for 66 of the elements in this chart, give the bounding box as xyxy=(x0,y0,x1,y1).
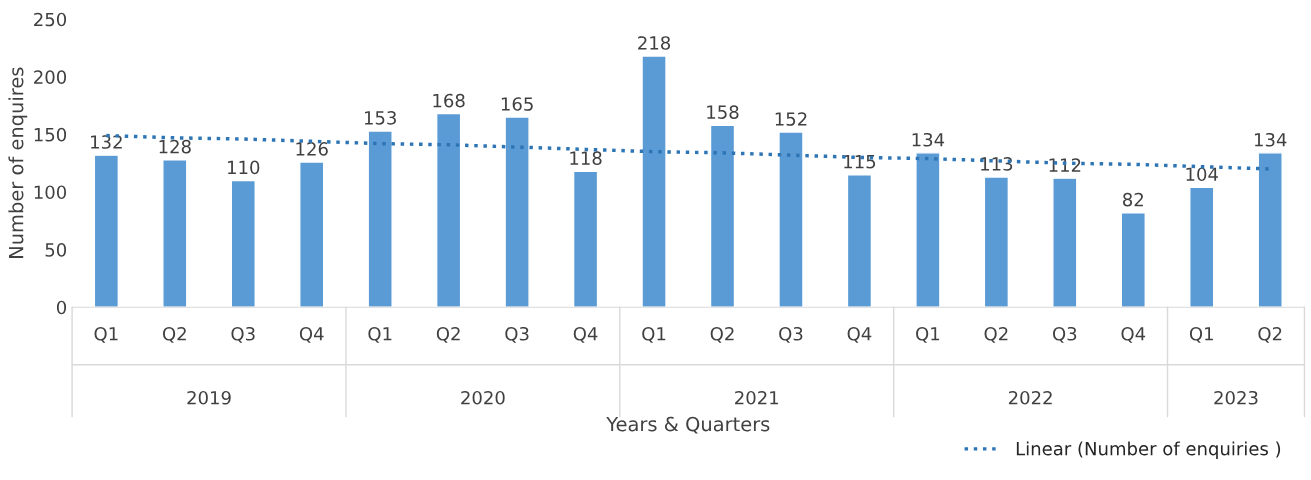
data-label: 115 xyxy=(844,155,876,169)
data-label: 218 xyxy=(638,36,671,50)
bar xyxy=(93,154,120,308)
data-label: 113 xyxy=(981,157,1013,171)
data-label: 104 xyxy=(1186,167,1218,182)
text: 2022 xyxy=(1008,390,1052,405)
data-label: 110 xyxy=(228,160,260,175)
x-tick-label: Q4 xyxy=(1121,326,1146,343)
bar xyxy=(1052,177,1078,308)
data-label: 153 xyxy=(364,111,396,125)
legend-label: Linear (Number of enquiries ) xyxy=(1016,441,1281,459)
x-tick-label: Q1 xyxy=(916,326,940,343)
x-tick-label: Q3 xyxy=(231,326,255,343)
x-tick-label: Q1 xyxy=(1189,326,1213,343)
x-tick-label: Q4 xyxy=(573,326,598,343)
x-tick-label: Q3 xyxy=(505,326,529,343)
text: 2021 xyxy=(735,390,779,405)
y-tick-label: 200 xyxy=(34,70,67,84)
bar xyxy=(709,124,736,308)
x-tick-label: Q1 xyxy=(642,326,666,343)
x-tick-label: Q3 xyxy=(1052,326,1077,343)
y-axis-title: Number of enquires xyxy=(8,67,28,258)
data-label: 134 xyxy=(1254,132,1287,147)
x-tick-label: Q1 xyxy=(94,326,118,343)
bar xyxy=(299,161,325,308)
bar xyxy=(572,170,599,308)
bar xyxy=(778,131,804,308)
x-tick-label: Q3 xyxy=(779,326,803,343)
data-label: 168 xyxy=(433,93,465,108)
x-tick-label: Q4 xyxy=(847,326,872,343)
bar xyxy=(1257,152,1283,308)
bar xyxy=(367,130,393,308)
data-label: 118 xyxy=(570,151,602,165)
x-tick-label: Q2 xyxy=(162,326,186,343)
text: 2019 xyxy=(187,390,231,405)
x-tick-label: Q2 xyxy=(710,326,734,343)
x-tick-label: Q4 xyxy=(299,326,324,343)
text: 2020 xyxy=(461,390,505,405)
y-tick-label: 250 xyxy=(34,12,67,27)
data-label: 82 xyxy=(1123,192,1143,207)
bar xyxy=(983,176,1010,308)
bar xyxy=(435,112,462,308)
y-tick-label: 0 xyxy=(56,300,67,315)
bar xyxy=(915,152,941,308)
bar xyxy=(1189,186,1215,308)
bar xyxy=(1120,212,1146,308)
bar xyxy=(230,179,256,308)
x-tick-label: Q2 xyxy=(436,326,460,343)
data-label: 158 xyxy=(707,105,739,119)
data-label: 128 xyxy=(159,139,191,154)
data-label: 134 xyxy=(912,132,945,147)
data-label: 152 xyxy=(775,112,807,126)
x-tick-label: Q2 xyxy=(1258,326,1282,343)
data-label: 126 xyxy=(296,142,328,156)
x-axis-title: Years & Quarters xyxy=(606,416,770,434)
y-tick-label: 100 xyxy=(34,185,67,200)
text: 2023 xyxy=(1214,390,1258,405)
bar xyxy=(162,159,188,308)
x-tick-label: Q1 xyxy=(368,326,392,343)
bar xyxy=(846,174,873,308)
bar xyxy=(504,116,530,308)
bar xyxy=(641,55,667,308)
y-tick-label: 150 xyxy=(34,127,67,142)
y-tick-label: 50 xyxy=(45,243,67,257)
data-label: 165 xyxy=(501,97,533,111)
x-tick-label: Q2 xyxy=(984,326,1008,343)
